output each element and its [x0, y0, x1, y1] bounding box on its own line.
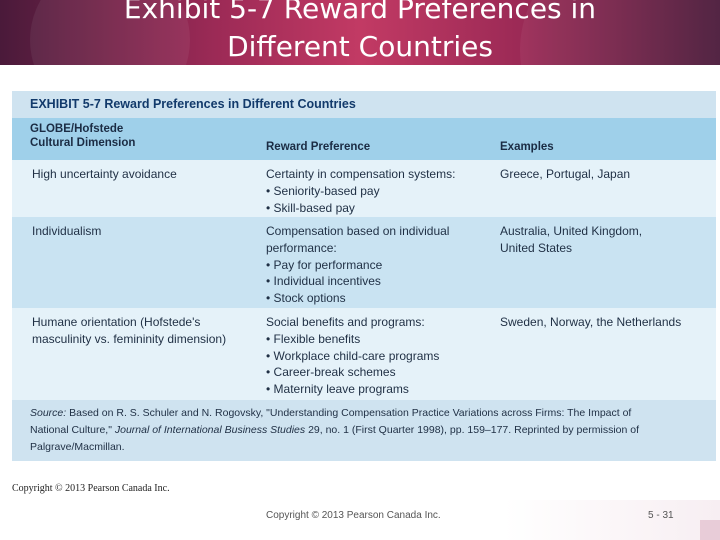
- exhibit-copyright: Copyright © 2013 Pearson Canada Inc.: [12, 483, 170, 494]
- cell-line: • Pay for performance: [266, 257, 383, 272]
- preference-cell: Compensation based on individual perform…: [266, 223, 496, 307]
- cell-line: Individualism: [32, 224, 102, 238]
- cell-line: Humane orientation (Hofstede's: [32, 315, 201, 329]
- cell-line: performance:: [266, 240, 337, 255]
- header-reward-preference: Reward Preference: [266, 141, 371, 153]
- cell-line: • Maternity leave programs: [266, 382, 409, 397]
- source-line: Palgrave/Macmillan.: [30, 441, 125, 453]
- slide-title: Exhibit 5-7 Reward Preferences in Differ…: [0, 0, 720, 65]
- examples-cell: Sweden, Norway, the Netherlands: [500, 314, 710, 331]
- cell-line: • Workplace child-care programs: [266, 348, 440, 363]
- preference-cell: Certainty in compensation systems: • Sen…: [266, 166, 496, 216]
- cell-line: • Flexible benefits: [266, 331, 361, 346]
- dimension-cell: Humane orientation (Hofstede's masculini…: [32, 314, 257, 348]
- cell-line: Compensation based on individual: [266, 224, 450, 238]
- header-dimension-line1: GLOBE/Hofstede: [30, 123, 124, 135]
- cell-line: Social benefits and programs:: [266, 315, 425, 329]
- cell-line: • Seniority-based pay: [266, 183, 380, 198]
- cell-line: Sweden, Norway, the Netherlands: [500, 315, 682, 329]
- table-row: Individualism Compensation based on indi…: [12, 217, 716, 308]
- header-examples: Examples: [500, 141, 554, 153]
- table-header-row: GLOBE/Hofstede Cultural Dimension Reward…: [12, 118, 716, 160]
- cell-line: • Stock options: [266, 291, 346, 306]
- slide-footer: [0, 500, 720, 540]
- exhibit-title: EXHIBIT 5-7 Reward Preferences in Differ…: [12, 91, 716, 118]
- source-text: National Culture,": [30, 424, 115, 436]
- journal-title: Journal of International Business Studie…: [114, 424, 306, 436]
- table-row: High uncertainty avoidance Certainty in …: [12, 160, 716, 217]
- footer-copyright: Copyright © 2013 Pearson Canada Inc.: [266, 510, 441, 521]
- header-decoration: [520, 0, 720, 65]
- header-dimension-line2: Cultural Dimension: [30, 137, 136, 149]
- dimension-cell: Individualism: [32, 223, 257, 240]
- page-number: 5 - 31: [648, 510, 674, 521]
- cell-line: • Career-break schemes: [266, 365, 396, 380]
- cell-line: Certainty in compensation systems:: [266, 167, 456, 181]
- source-text: 29, no. 1 (First Quarter 1998), pp. 159–…: [305, 424, 640, 436]
- cell-line: • Individual incentives: [266, 274, 381, 289]
- cell-line: United States: [500, 240, 573, 255]
- source-note: Source: Based on R. S. Schuler and N. Ro…: [12, 400, 716, 461]
- examples-cell: Australia, United Kingdom, United States: [500, 223, 710, 257]
- source-label: Source:: [30, 407, 67, 419]
- cell-line: masculinity vs. femininity dimension): [32, 331, 227, 346]
- cell-line: High uncertainty avoidance: [32, 167, 177, 181]
- cell-line: • Skill-based pay: [266, 200, 355, 215]
- source-line: National Culture," Journal of Internatio…: [30, 422, 702, 439]
- preference-cell: Social benefits and programs: • Flexible…: [266, 314, 496, 398]
- cell-line: Australia, United Kingdom,: [500, 224, 643, 238]
- header-decoration: [30, 0, 190, 65]
- corner-decoration: [700, 520, 720, 540]
- slide-title-line1: Exhibit 5-7 Reward Preferences in: [123, 0, 597, 25]
- slide-title-line2: Different Countries: [227, 30, 493, 63]
- examples-cell: Greece, Portugal, Japan: [500, 166, 710, 183]
- source-line: Source: Based on R. S. Schuler and N. Ro…: [30, 405, 702, 422]
- dimension-cell: High uncertainty avoidance: [32, 166, 257, 183]
- source-text: Based on R. S. Schuler and N. Rogovsky, …: [66, 407, 632, 419]
- exhibit-table: EXHIBIT 5-7 Reward Preferences in Differ…: [12, 91, 716, 461]
- table-row: Humane orientation (Hofstede's masculini…: [12, 308, 716, 400]
- slide-header: Exhibit 5-7 Reward Preferences in Differ…: [0, 0, 720, 65]
- cell-line: Greece, Portugal, Japan: [500, 167, 631, 181]
